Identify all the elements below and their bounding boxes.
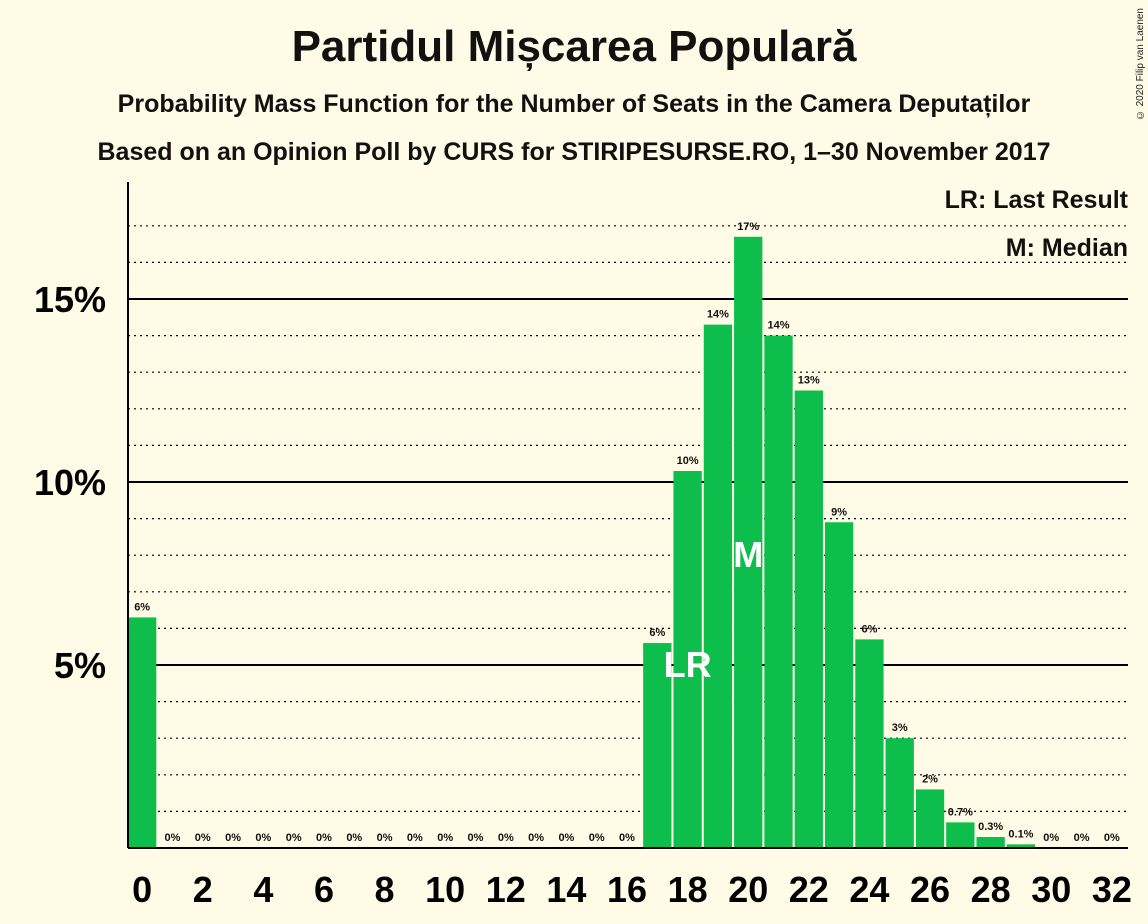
x-tick-label: 8 [375,869,395,910]
y-tick-label: 15% [34,279,106,320]
x-tick-label: 28 [971,869,1011,910]
bar [643,643,672,848]
bar-value-label: 0% [316,832,332,844]
x-tick-label: 32 [1092,869,1132,910]
x-tick-label: 14 [546,869,586,910]
x-tick-label: 0 [132,869,152,910]
bar [703,324,733,848]
bar-value-label: 0% [1104,832,1120,844]
median-marker: M [733,534,763,575]
bar-value-label: 17% [737,221,759,233]
bar [915,789,945,848]
bar-value-label: 0% [346,832,362,844]
x-tick-label: 12 [486,869,526,910]
chart-subtitle: Probability Mass Function for the Number… [117,90,1031,118]
bar [128,617,157,848]
bar [855,639,884,848]
last-result-marker: LR [664,644,712,685]
bar-value-label: 0.1% [1008,828,1033,840]
bar-value-label: 0% [1043,832,1059,844]
bar [976,837,1005,848]
y-tick-label: 5% [54,645,106,686]
bar-value-label: 3% [892,722,908,734]
bar-value-label: 14% [707,309,729,321]
x-tick-label: 18 [668,869,708,910]
x-tick-label: 4 [253,869,273,910]
x-tick-label: 26 [910,869,950,910]
bar [824,522,854,848]
bar-value-label: 0.3% [978,821,1003,833]
bar-value-label: 6% [861,623,877,635]
bar-value-label: 6% [649,627,665,639]
x-tick-label: 6 [314,869,334,910]
bar-value-label: 0.7% [948,806,973,818]
legend-last-result: LR: Last Result [944,186,1128,214]
bar-value-label: 0% [1074,832,1090,844]
x-tick-label: 10 [425,869,465,910]
bar-value-label: 0% [165,832,181,844]
x-tick-label: 30 [1031,869,1071,910]
bar-value-label: 14% [767,320,789,332]
bar-value-label: 0% [498,832,514,844]
bar-value-label: 0% [286,832,302,844]
bar-value-label: 6% [134,601,150,613]
x-tick-label: 16 [607,869,647,910]
bar-value-label: 10% [677,455,699,467]
bar [885,738,914,848]
x-tick-label: 20 [728,869,768,910]
bar-value-label: 0% [468,832,484,844]
bar [764,335,793,849]
y-tick-label: 10% [34,462,106,503]
bar-value-label: 0% [255,832,271,844]
bar-value-label: 13% [798,375,820,387]
bar-value-label: 0% [528,832,544,844]
chart-source: Based on an Opinion Poll by CURS for STI… [97,138,1051,166]
bar [734,236,763,848]
bar-value-label: 0% [437,832,453,844]
x-tick-label: 24 [849,869,889,910]
bar-value-label: 0% [558,832,574,844]
bar-value-label: 2% [922,773,938,785]
x-tick-label: 22 [789,869,829,910]
legend-median: M: Median [1005,234,1128,262]
bar [946,822,975,848]
bar-value-label: 9% [831,506,847,518]
chart-title: Partidul Mișcarea Populară [291,22,857,71]
bar [1006,844,1036,848]
bar-value-label: 0% [195,832,211,844]
bar-value-label: 0% [407,832,423,844]
bar-value-label: 0% [619,832,635,844]
bar [794,390,823,848]
bar [673,471,702,848]
bar-value-label: 0% [589,832,605,844]
x-tick-label: 2 [193,869,213,910]
bar-value-label: 0% [377,832,393,844]
bar-value-label: 0% [225,832,241,844]
